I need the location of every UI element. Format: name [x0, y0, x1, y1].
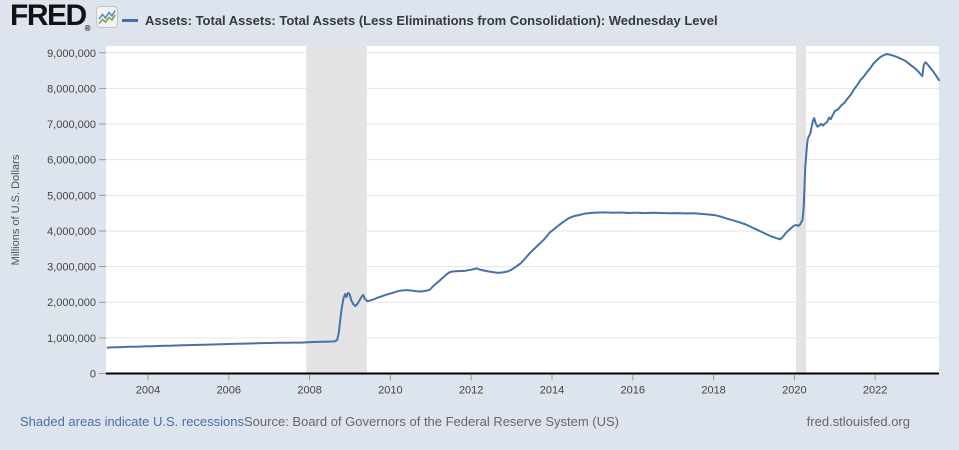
- y-tick-label: 4,000,000: [47, 226, 96, 238]
- y-tick-label: 6,000,000: [47, 155, 96, 167]
- y-tick-label: 3,000,000: [47, 262, 96, 274]
- x-tick-label: 2022: [863, 385, 887, 397]
- recession-band: [306, 46, 367, 374]
- x-tick-label: 2016: [621, 385, 645, 397]
- x-tick-label: 2010: [378, 385, 402, 397]
- footer: Shaded areas indicate U.S. recessionsSou…: [0, 414, 959, 432]
- chart-legend: Assets: Total Assets: Total Assets (Less…: [122, 13, 718, 28]
- y-tick-label: 0: [90, 369, 96, 381]
- fred-logo[interactable]: FRED®: [10, 0, 91, 33]
- header: FRED®: [10, 0, 119, 34]
- y-tick-label: 1,000,000: [47, 333, 96, 345]
- data-series-line: [106, 53, 940, 349]
- x-tick-label: 2008: [297, 385, 321, 397]
- y-tick-label: 2,000,000: [47, 297, 96, 309]
- legend-line-swatch: [122, 19, 138, 22]
- y-tick-label: 8,000,000: [47, 83, 96, 95]
- source-text: Source: Board of Governors of the Federa…: [244, 414, 620, 429]
- x-tick-label: 2006: [217, 385, 241, 397]
- x-tick-label: 2020: [782, 385, 806, 397]
- legend-series-label: Assets: Total Assets: Total Assets (Less…: [145, 13, 718, 28]
- x-tick-label: 2012: [459, 385, 483, 397]
- x-tick-label: 2018: [701, 385, 725, 397]
- y-tick-label: 9,000,000: [47, 48, 96, 60]
- registered-trademark: ®: [84, 23, 91, 33]
- recession-band: [795, 46, 807, 374]
- x-tick-label: 2014: [540, 385, 564, 397]
- fred-sparkline-icon: [96, 5, 119, 33]
- recession-note-link[interactable]: Shaded areas indicate U.S. recessions: [20, 414, 245, 429]
- plot-area: [106, 46, 939, 374]
- x-tick-label: 2004: [136, 385, 160, 397]
- y-tick-label: 7,000,000: [47, 119, 96, 131]
- footer-left: Shaded areas indicate U.S. recessionsSou…: [20, 414, 619, 429]
- chart-canvas[interactable]: 0 1,000,000 2,000,000 3,000,000 4,000,000 5,0…: [0, 0, 959, 408]
- y-tick-label: 5,000,000: [47, 190, 96, 202]
- site-attribution: fred.stlouisfed.org: [806, 414, 910, 429]
